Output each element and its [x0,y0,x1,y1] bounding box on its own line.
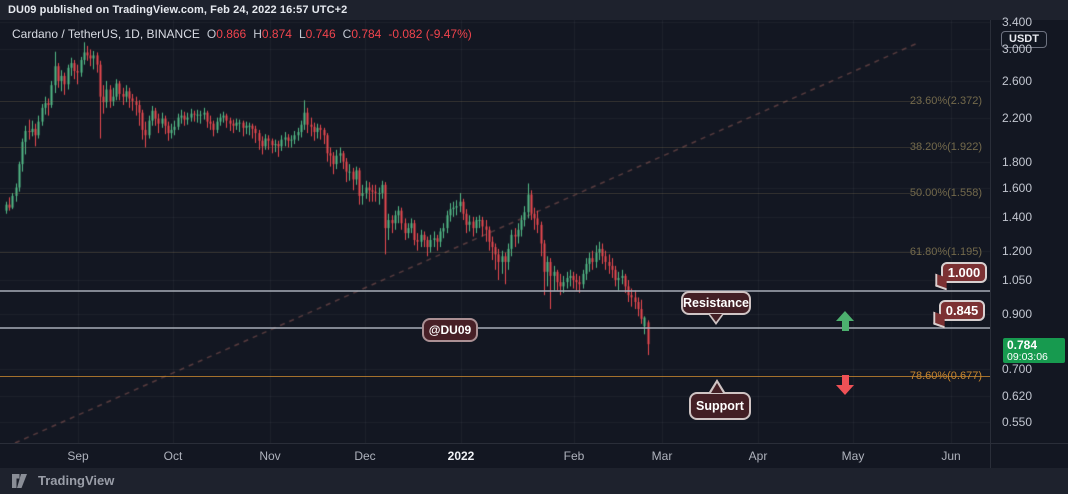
fib-label-38.20%(1.922): 38.20%(1.922) [909,141,982,154]
ohlc-key-C: C [342,27,352,41]
support-label: Support [696,399,744,413]
down-arrow-head [836,385,854,395]
up-arrow-icon[interactable] [836,311,854,331]
last-price-value: 0.784 [1007,338,1038,352]
fib-label-23.60%(2.372): 23.60%(2.372) [909,95,982,108]
time-tick-Sep: Sep [67,449,89,463]
fib-line-50.00%(1.558)[interactable] [0,193,922,195]
tradingview-brand-text[interactable]: TradingView [38,473,115,488]
bar-close-countdown: 09:03:06 [1007,351,1048,363]
resistance-callout-tail-fill [710,314,722,322]
price-tick-2.600: 2.600 [1002,73,1033,88]
horizontal-line-0.845[interactable] [0,326,990,329]
price-tick-0.550: 0.550 [1002,415,1033,430]
ohlc-key-H: H [253,27,262,41]
price-tick-0.620: 0.620 [1002,388,1033,403]
symbol-legend: Cardano / TetherUS, 1D, BINANCE O0.866 H0.… [12,27,472,41]
price-tick-0.700: 0.700 [1002,362,1033,377]
resistance-callout[interactable]: Resistance [681,291,751,315]
time-tick-Oct: Oct [163,449,183,463]
price-tick-1.400: 1.400 [1002,209,1033,224]
price-tick-1.600: 1.600 [1002,180,1033,195]
price-bubble-0845[interactable]: 0.845 [933,300,985,329]
fib-label-78.60%(0.677): 78.60%(0.677) [909,370,982,383]
time-tick-Feb: Feb [563,449,585,463]
price-tick-1.800: 1.800 [1002,154,1033,169]
fib-line-38.20%(1.922)[interactable] [0,147,922,149]
price-tick-1.050: 1.050 [1002,273,1033,288]
price-axis[interactable]: USDT 0.784 09:03:06 3.400 3.000 2.600 2.200… [990,15,1068,443]
tradingview-logo-icon[interactable] [12,473,31,488]
price-bubble-1000-label: 1.000 [947,265,981,280]
price-tick-3.400: 3.400 [1002,15,1033,29]
fib-label-61.80%(1.195): 61.80%(1.195) [909,245,982,258]
price-bubble-0845-label: 0.845 [945,303,979,318]
time-tick-Mar: Mar [651,449,673,463]
ohlc-value-O: 0.866 [216,27,247,41]
ohlc-key-L: L [298,27,306,41]
candlestick-chart[interactable] [0,20,990,443]
time-tick-Dec: Dec [354,449,376,463]
author-badge-label: @DU09 [428,323,472,337]
support-callout[interactable]: Support [689,392,751,420]
ohlc-key-O: O [206,27,217,41]
price-bubble-1000[interactable]: 1.000 [935,262,987,291]
support-callout-tail-fill [711,383,723,393]
change-value: -0.082 (-9.47%) [388,27,472,41]
chart-pane[interactable]: Cardano / TetherUS, 1D, BINANCE O0.866 H0.… [0,20,990,443]
footer-bar: TradingView [0,467,1068,494]
time-axis[interactable]: Sep Oct Nov Dec 2022 Feb Mar Apr May Jun [0,443,1068,468]
horizontal-line-1[interactable] [0,289,990,292]
ohlc-value-H: 0.874 [261,27,292,41]
time-tick-Jun: Jun [941,449,961,463]
up-arrow-shaft [841,321,849,331]
up-arrow-head [836,311,854,321]
down-arrow-shaft [841,375,849,385]
last-price-countdown: 0.784 09:03:06 [1003,338,1065,363]
price-tick-0.900: 0.900 [1002,306,1033,321]
ohlc-values: O0.866 H0.874 L0.746 C0.784 [200,27,382,41]
ohlc-value-L: 0.746 [305,27,336,41]
axis-corner-separator [990,444,991,468]
attribution-text: DU09 published on TradingView.com, Feb 2… [8,4,348,16]
currency-unit-chip[interactable]: USDT [1001,31,1047,48]
time-tick-Apr: Apr [748,449,768,463]
author-badge[interactable]: @DU09 [422,318,478,342]
fib-line-78.60%(0.677)[interactable] [0,376,990,378]
fib-line-23.60%(2.372)[interactable] [0,101,922,103]
price-tick-3.000: 3.000 [1002,42,1033,57]
ohlc-value-C: 0.784 [351,27,382,41]
time-tick-2022: 2022 [447,449,475,463]
fib-label-50.00%(1.558): 50.00%(1.558) [909,187,982,200]
time-tick-May: May [841,449,865,463]
fib-line-61.80%(1.195)[interactable] [0,251,922,253]
time-tick-Nov: Nov [259,449,281,463]
currency-unit-label: USDT [1009,33,1039,45]
price-tick-1.200: 1.200 [1002,243,1033,258]
resistance-label: Resistance [683,296,750,310]
attribution-bar: DU09 published on TradingView.com, Feb 2… [0,0,1068,21]
price-tick-2.200: 2.200 [1002,110,1033,125]
down-arrow-icon[interactable] [836,375,854,395]
symbol-title[interactable]: Cardano / TetherUS, 1D, BINANCE [12,27,200,41]
